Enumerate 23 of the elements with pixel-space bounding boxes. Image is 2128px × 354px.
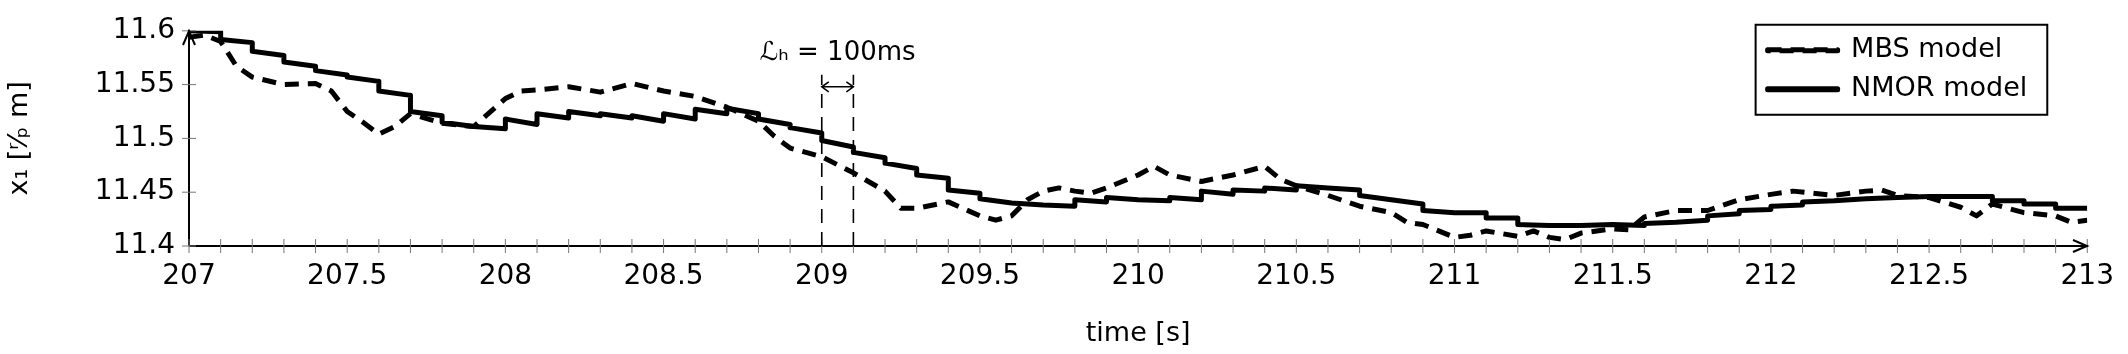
- x-axis-title: time [s]: [1085, 315, 1191, 347]
- legend-label: MBS model: [1851, 32, 2003, 64]
- x-tick-label: 210.5: [1256, 258, 1337, 292]
- x-tick-label: 208.5: [623, 258, 704, 292]
- legend-label: NMOR model: [1851, 71, 2028, 103]
- y-tick-label: 11.5: [112, 119, 175, 153]
- x-tick-label: 212.5: [1889, 258, 1970, 292]
- x-tick-label: 209: [795, 258, 849, 292]
- x-tick-label: 208: [478, 258, 533, 292]
- x-tick-label: 207.5: [307, 258, 388, 292]
- y-tick-label: 11.55: [94, 65, 175, 99]
- annotation: ℒₕ = 100ms: [759, 35, 916, 66]
- y-axis-title: x₁ [ʳ⁄ₚ m]: [2, 81, 34, 196]
- x-tick-label: 213: [2060, 258, 2114, 292]
- x-tick-label: 210: [1111, 258, 1165, 292]
- x-tick-label: 207: [162, 258, 216, 292]
- x-tick-label: 212: [1744, 258, 1798, 292]
- x-tick-label: 211: [1427, 258, 1482, 292]
- y-tick-label: 11.6: [112, 12, 175, 46]
- y-tick-label: 11.45: [94, 173, 175, 207]
- x-tick-label: 209.5: [939, 258, 1021, 292]
- y-tick-label: 11.4: [112, 227, 175, 261]
- x-tick-label: 211.5: [1572, 258, 1653, 292]
